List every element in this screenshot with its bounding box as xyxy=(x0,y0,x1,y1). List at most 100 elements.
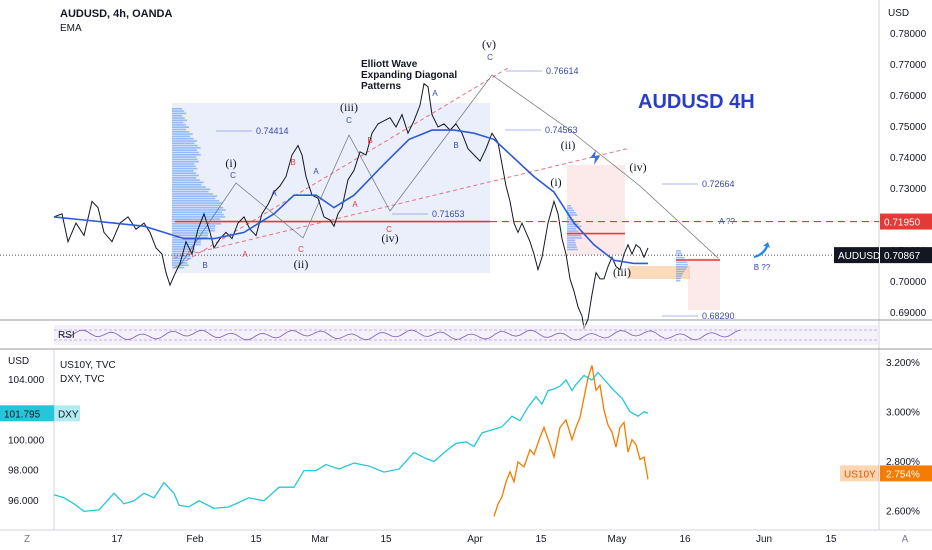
profile-bar xyxy=(172,114,183,117)
profile-bar xyxy=(567,237,583,239)
y-tick-label: 0.75000 xyxy=(890,122,927,133)
profile-bar xyxy=(172,167,198,170)
wave-label: (iv) xyxy=(629,160,646,174)
us10y-legend: US10Y, TVC xyxy=(60,360,116,371)
profile-bar xyxy=(567,228,577,230)
lower-currency-label: USD xyxy=(8,356,29,367)
x-tick-label: 17 xyxy=(111,534,123,545)
profile-bar xyxy=(172,223,222,225)
profile-bar xyxy=(172,252,190,255)
profile-bar xyxy=(567,239,576,242)
profile-bar xyxy=(676,250,681,252)
left-tick-label: 104.000 xyxy=(8,375,45,386)
x-tick-label: Feb xyxy=(186,534,204,545)
profile-bar xyxy=(567,214,578,216)
price-callout: 0.72664 xyxy=(702,179,735,189)
profile-bar xyxy=(172,110,185,112)
profile-bar xyxy=(172,142,195,145)
wave-letter: C xyxy=(346,116,352,125)
profile-bar xyxy=(172,121,184,124)
zoom-icon: Z xyxy=(24,534,30,545)
profile-bar xyxy=(676,252,682,254)
left-tick-label: 100.000 xyxy=(8,435,45,446)
price-callout: 0.68290 xyxy=(702,311,735,321)
profile-bar xyxy=(172,243,201,246)
price-callout: 0.74414 xyxy=(256,126,289,136)
profile-bar xyxy=(676,279,681,282)
dxy-line xyxy=(53,371,649,513)
x-tick-label: Apr xyxy=(467,534,483,545)
wave-letter: A xyxy=(352,200,358,209)
profile-bar xyxy=(172,211,223,214)
profile-bar xyxy=(567,248,578,251)
dxy-tag xyxy=(0,405,54,422)
y-tick-label: 0.77000 xyxy=(890,60,927,71)
profile-bar xyxy=(172,112,187,115)
wave-letter: C xyxy=(298,245,304,254)
zone-b xyxy=(688,258,720,310)
profile-bar xyxy=(172,174,199,177)
y-tick-label: 0.78000 xyxy=(890,29,927,40)
profile-bar xyxy=(172,206,224,209)
wave-letter: A xyxy=(432,89,438,98)
dxy-last-value: 101.795 xyxy=(4,409,41,420)
ema-line xyxy=(53,129,648,265)
profile-bar xyxy=(172,216,226,218)
profile-bar xyxy=(676,275,682,277)
profile-bar xyxy=(172,154,201,156)
wave-label: (i) xyxy=(550,175,561,189)
x-tick-label: Mar xyxy=(311,534,329,545)
wave-letter: C xyxy=(487,53,493,62)
profile-bar xyxy=(172,131,190,133)
wave-label: (iv) xyxy=(381,231,398,245)
profile-bar xyxy=(676,263,688,266)
wave-letter: A xyxy=(271,189,277,198)
profile-bar xyxy=(172,137,194,140)
profile-bar xyxy=(172,234,209,237)
x-tick-label: 15 xyxy=(535,534,547,545)
wave-letter: C xyxy=(386,225,392,234)
wave-label: (iii) xyxy=(613,265,631,279)
profile-bar xyxy=(172,229,215,232)
arrow-icon xyxy=(754,242,770,258)
profile-bar xyxy=(172,135,191,138)
profile-bar xyxy=(676,277,681,280)
profile-bar xyxy=(676,254,683,257)
us10y-tag xyxy=(880,465,932,482)
symbol-title: AUDUSD, 4h, OANDA xyxy=(60,8,173,20)
y-tick-label: 0.73000 xyxy=(890,184,927,195)
wave-letter: B xyxy=(367,136,372,145)
profile-bar xyxy=(172,248,195,250)
diagonal-zone xyxy=(172,103,490,273)
profile-bar xyxy=(172,133,193,135)
wave-label: (iii) xyxy=(340,100,358,114)
profile-bar xyxy=(172,239,202,241)
lower-trendline xyxy=(173,147,631,259)
profile-bar xyxy=(172,204,221,207)
wave-label: (ii) xyxy=(561,138,576,152)
y-tick-label: 0.76000 xyxy=(890,91,927,102)
left-tick-label: 98.000 xyxy=(8,466,39,477)
profile-bar xyxy=(567,205,572,207)
profile-bar xyxy=(172,193,213,195)
current-price-label: 0.70867 xyxy=(884,251,921,262)
right-tick-label: 3.000% xyxy=(886,408,920,419)
profile-bar xyxy=(567,223,579,225)
x-tick-label: May xyxy=(608,534,627,545)
profile-bar xyxy=(567,244,577,246)
wave-structure-line xyxy=(177,74,719,269)
pattern-note: Expanding Diagonal xyxy=(361,70,457,81)
profile-bar xyxy=(172,186,206,188)
profile-bar xyxy=(172,147,201,149)
profile-bar xyxy=(567,234,582,237)
profile-bar xyxy=(172,202,223,204)
profile-bar xyxy=(172,213,224,216)
profile-bar xyxy=(172,227,216,230)
profile-bar xyxy=(172,225,216,227)
wave-letter: A xyxy=(313,167,319,176)
profile-bar xyxy=(567,225,582,228)
wave-letter: A ?? xyxy=(719,217,736,226)
x-tick-label: 15 xyxy=(250,534,262,545)
